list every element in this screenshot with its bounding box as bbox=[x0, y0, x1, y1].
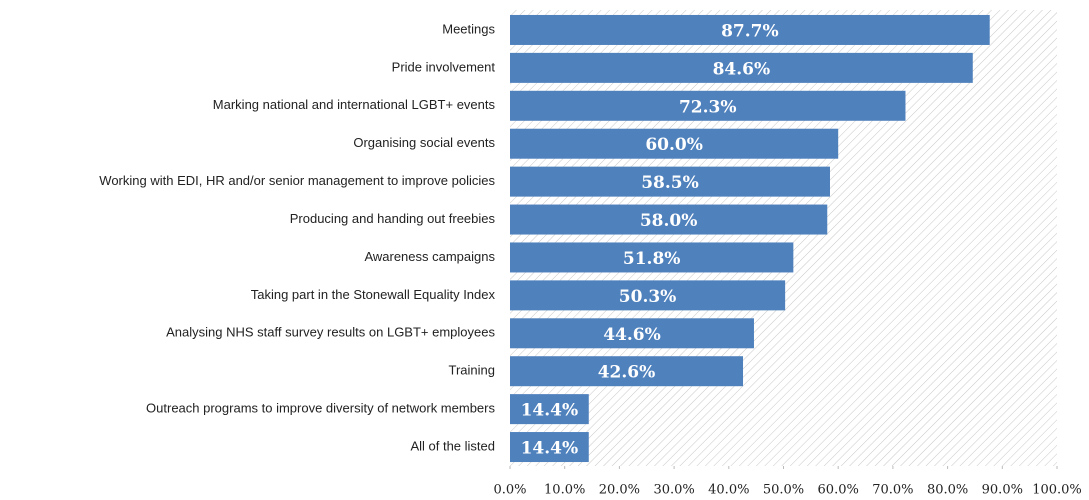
bar bbox=[510, 14, 990, 45]
category-label: Awareness campaigns bbox=[364, 249, 495, 264]
category-label: Pride involvement bbox=[392, 59, 496, 74]
bar bbox=[510, 52, 973, 83]
x-tick-label: 10.0% bbox=[544, 483, 585, 498]
bar bbox=[510, 356, 744, 387]
value-label: 84.6% bbox=[713, 59, 771, 79]
bar bbox=[510, 166, 830, 197]
value-label: 87.7% bbox=[721, 21, 779, 41]
bar bbox=[510, 280, 786, 311]
value-label: 72.3% bbox=[679, 97, 737, 117]
category-label: Marking national and international LGBT+… bbox=[213, 97, 496, 112]
category-label: Working with EDI, HR and/or senior manag… bbox=[99, 173, 495, 188]
bar bbox=[510, 242, 794, 273]
value-label: 44.6% bbox=[603, 325, 661, 345]
category-label: Meetings bbox=[442, 21, 495, 36]
value-label: 42.6% bbox=[598, 363, 656, 383]
x-tick-label: 40.0% bbox=[708, 483, 749, 498]
category-label: Taking part in the Stonewall Equality In… bbox=[251, 287, 496, 302]
x-tick-label: 100.0% bbox=[1032, 483, 1082, 498]
value-label: 58.5% bbox=[641, 173, 699, 193]
bar bbox=[510, 318, 754, 349]
bar bbox=[510, 128, 839, 159]
category-label: Organising social events bbox=[353, 135, 495, 150]
category-label: Training bbox=[449, 363, 495, 378]
bar bbox=[510, 432, 589, 463]
value-label: 50.3% bbox=[619, 287, 677, 307]
bar bbox=[510, 90, 906, 121]
x-tick-label: 0.0% bbox=[493, 483, 526, 498]
x-tick-label: 20.0% bbox=[599, 483, 640, 498]
bar bbox=[510, 394, 589, 425]
category-label: Analysing NHS staff survey results on LG… bbox=[166, 325, 495, 340]
category-label: Producing and handing out freebies bbox=[290, 211, 496, 226]
value-label: 14.4% bbox=[521, 439, 579, 459]
value-label: 60.0% bbox=[645, 135, 703, 155]
x-tick-label: 90.0% bbox=[982, 483, 1023, 498]
x-tick-label: 70.0% bbox=[872, 483, 913, 498]
x-tick-label: 60.0% bbox=[818, 483, 859, 498]
x-tick-label: 30.0% bbox=[653, 483, 694, 498]
value-label: 58.0% bbox=[640, 211, 698, 231]
value-label: 51.8% bbox=[623, 249, 681, 269]
category-label: All of the listed bbox=[410, 438, 495, 453]
category-label: Outreach programs to improve diversity o… bbox=[146, 401, 495, 416]
bar bbox=[510, 204, 828, 235]
plot-background bbox=[510, 10, 1057, 466]
x-tick-label: 80.0% bbox=[927, 483, 968, 498]
x-tick-label: 50.0% bbox=[763, 483, 804, 498]
value-label: 14.4% bbox=[521, 401, 579, 421]
